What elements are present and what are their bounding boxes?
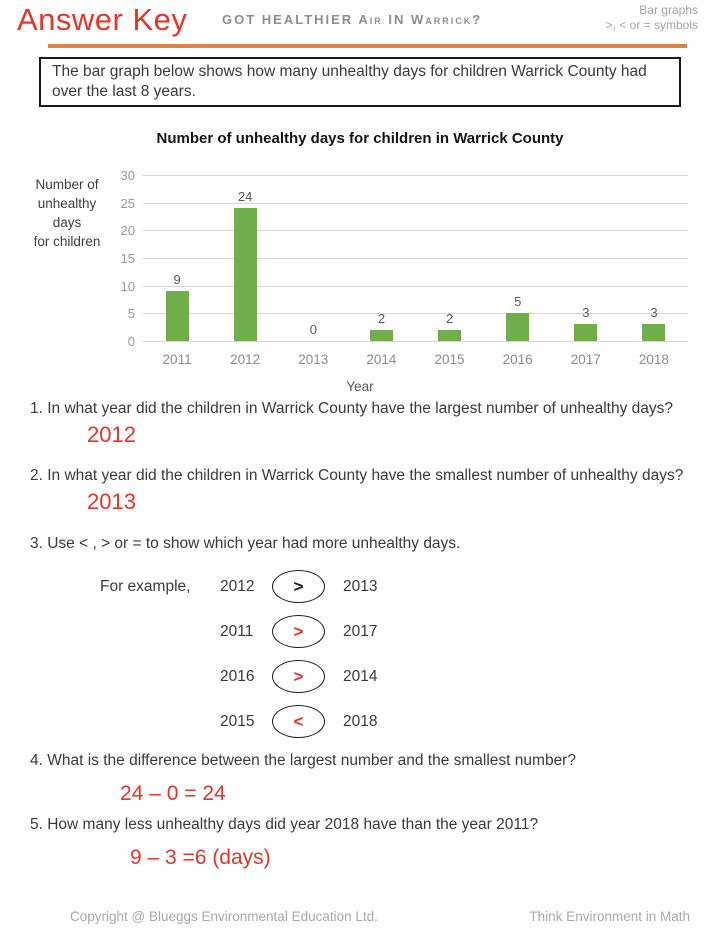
bar-chart: Number of unhealthy days for children in… (0, 107, 720, 394)
chart-title: Number of unhealthy days for children in… (156, 130, 564, 147)
intro-box: The bar graph below shows how many unhea… (39, 57, 681, 107)
comparison-left-year: 2015 (220, 712, 255, 730)
x-tick-label: 2016 (502, 352, 533, 367)
comparison-right-year: 2018 (343, 712, 378, 730)
bar-value-label: 9 (173, 272, 181, 288)
question-2-answer: 2013 (87, 489, 136, 514)
bar-value-label: 5 (514, 294, 522, 310)
y-tick-label: 30 (120, 168, 135, 183)
x-tick-label: 2012 (230, 352, 261, 367)
comparison-right-year: 2013 (343, 577, 378, 595)
worksheet-title: GOT HEALTHIER Air IN Warrick? (222, 12, 483, 27)
question-1-answer: 2012 (87, 422, 136, 447)
comparison-symbol: > (293, 577, 304, 596)
question-4-text: 4. What is the difference between the la… (30, 752, 576, 769)
comparison-left-year: 2012 (220, 577, 255, 595)
comparison-row: 2015 <2018 (30, 705, 690, 738)
header: Answer Key GOT HEALTHIER Air IN Warrick?… (0, 0, 720, 50)
answer-key-label: Answer Key (17, 2, 188, 37)
comparison-right-year: 2017 (343, 622, 378, 640)
x-tick-label: 2018 (638, 352, 669, 367)
question-5-answer: 9 – 3 =6 (days) (130, 846, 271, 869)
topic-labels: Bar graphs >, < or = symbols (606, 3, 698, 33)
question-4: 4. What is the difference between the la… (30, 750, 690, 805)
x-axis-title: Year (346, 379, 374, 394)
comparison-rows: For example, 2012 >2013 2011 >2017 2016 >2014 2… (30, 570, 690, 738)
footer: Copyright @ Blueggs Environmental Educat… (70, 909, 690, 924)
x-tick-label: 2013 (298, 352, 329, 367)
comparison-symbol: > (293, 667, 304, 686)
example-label: For example, (100, 577, 191, 595)
comparison-left-year: 2011 (220, 622, 254, 640)
bar-value-label: 0 (309, 322, 317, 337)
gridline (143, 202, 688, 204)
question-3-text: 3. Use < , > or = to show which year had… (30, 535, 461, 552)
bar-value-label: 24 (237, 189, 253, 205)
topic-line-1: Bar graphs (639, 3, 698, 17)
intro-text: The bar graph below shows how many unhea… (52, 63, 647, 100)
gridline (143, 175, 688, 176)
bar (165, 291, 189, 341)
comparison-row: 2011 >2017 (30, 615, 690, 648)
comparison-row: For example, 2012 >2013 (30, 570, 690, 603)
copyright-text: Copyright @ Blueggs Environmental Educat… (70, 909, 378, 924)
gridline (143, 313, 688, 315)
x-tick-label: 2014 (366, 352, 397, 367)
bar (574, 324, 598, 341)
question-1: 1. In what year did the children in Warr… (30, 398, 690, 447)
bar (369, 329, 393, 341)
plot-area: 0 5 10 15 20 25 30 9 2011 24 2012 0 2013 2 2014 2 2015 5 2… (121, 168, 688, 367)
comparison-symbol: > (293, 622, 304, 641)
gridline (143, 285, 688, 287)
bar (506, 313, 530, 341)
bar-value-label: 2 (377, 310, 386, 326)
x-tick-label: 2011 (162, 352, 192, 367)
y-tick-label: 5 (127, 306, 135, 322)
tagline-text: Think Environment in Math (529, 909, 690, 924)
question-2-text: 2. In what year did the children in Warr… (30, 467, 684, 484)
comparison-left-year: 2016 (220, 667, 255, 685)
bar-value-label: 3 (582, 305, 590, 321)
comparison-oval: > (272, 660, 325, 693)
question-3: 3. Use < , > or = to show which year had… (30, 533, 690, 738)
question-2: 2. In what year did the children in Warr… (30, 465, 690, 514)
topic-line-2: >, < or = symbols (605, 18, 698, 32)
bar (438, 329, 462, 341)
gridline (143, 341, 688, 342)
y-tick-label: 0 (127, 334, 135, 349)
header-rule (48, 44, 687, 48)
gridline (143, 258, 688, 259)
question-4-answer: 24 – 0 = 24 (120, 782, 226, 805)
bar-value-label: 3 (650, 305, 658, 321)
y-tick-label: 25 (120, 195, 135, 211)
comparison-row: 2016 >2014 (30, 660, 690, 693)
y-tick-label: 10 (120, 278, 135, 294)
comparison-oval: > (272, 570, 325, 603)
y-tick-label: 20 (120, 223, 135, 239)
bar-value-label: 2 (445, 310, 454, 326)
bar (233, 208, 257, 341)
question-5-text: 5. How many less unhealthy days did year… (30, 816, 539, 833)
comparison-symbol: < (293, 712, 304, 731)
x-tick-label: 2015 (434, 352, 465, 367)
y-tick-label: 15 (120, 251, 135, 266)
comparison-right-year: 2014 (343, 667, 378, 685)
x-tick-label: 2017 (570, 352, 601, 367)
question-5: 5. How many less unhealthy days did year… (30, 814, 690, 869)
questions-section: 1. In what year did the children in Warr… (30, 398, 690, 869)
y-axis-label: Number of unhealthy days for children (33, 177, 101, 249)
question-1-text: 1. In what year did the children in Warr… (30, 400, 674, 417)
gridline (143, 230, 688, 232)
comparison-oval: > (272, 615, 325, 648)
comparison-oval: < (272, 705, 325, 738)
bar (642, 324, 666, 341)
